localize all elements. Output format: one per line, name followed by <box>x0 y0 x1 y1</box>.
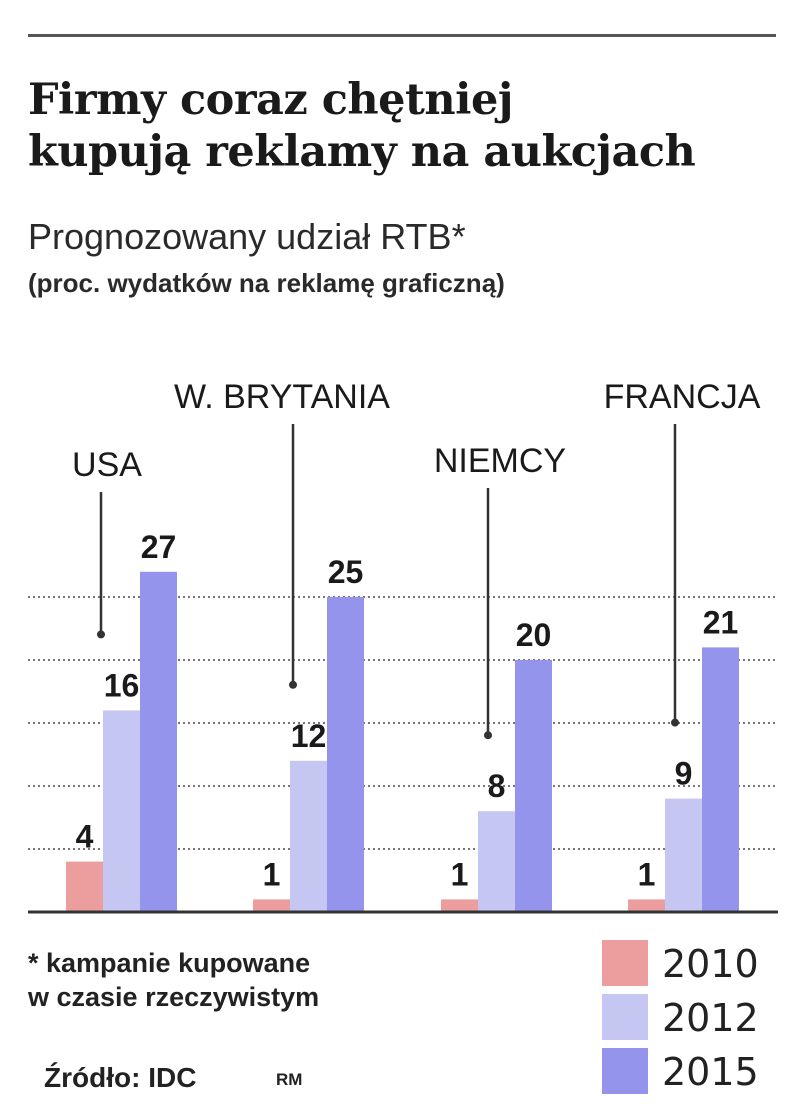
chart-subtitle-note: (proc. wydatków na reklamę graficzną) <box>28 268 505 298</box>
category-callout-dot <box>97 630 105 639</box>
legend-label: 2015 <box>662 1050 759 1094</box>
chart-title-line-2: kupują reklamy na aukcjach <box>28 127 696 177</box>
bar-value-label: 1 <box>638 856 656 892</box>
category-label: USA <box>72 446 142 484</box>
chart-subtitle: Prognozowany udział RTB* <box>28 216 466 257</box>
legend-label: 2012 <box>662 996 759 1040</box>
footnote-line-2: w czasie rzeczywistym <box>28 982 320 1012</box>
footnote-line-1: * kampanie kupowane <box>28 948 311 978</box>
bar-value-label: 1 <box>263 856 281 892</box>
bar <box>628 899 665 912</box>
author-credit: RM <box>276 1070 303 1089</box>
bar-value-label: 21 <box>703 604 739 640</box>
bar-value-label: 25 <box>328 554 364 590</box>
bar <box>253 899 290 912</box>
category-label: NIEMCY <box>434 442 566 480</box>
legend-item: 2015 <box>602 1046 792 1100</box>
bar <box>103 710 140 912</box>
legend-swatch <box>602 940 648 986</box>
top-rule <box>28 34 776 37</box>
bar-value-label: 27 <box>141 529 177 565</box>
category-label: FRANCJA <box>604 378 761 416</box>
legend-label: 2010 <box>662 942 759 986</box>
bar-value-label: 9 <box>675 756 693 792</box>
bar <box>441 899 478 912</box>
bar-value-label: 20 <box>516 617 552 653</box>
bar-value-label: 12 <box>291 718 327 754</box>
category-callout-dot <box>671 718 679 727</box>
bar-value-label: 4 <box>76 819 94 855</box>
category-callout-dot <box>289 680 297 689</box>
bar-value-label: 16 <box>104 667 140 703</box>
bar <box>327 597 364 912</box>
bar <box>66 861 103 912</box>
bar <box>515 660 552 912</box>
bar-value-label: 8 <box>488 768 506 804</box>
bar <box>665 798 702 912</box>
legend-item: 2010 <box>602 938 792 992</box>
bar <box>140 571 177 912</box>
bar <box>702 647 739 912</box>
bar <box>290 760 327 912</box>
chart-legend: 2010 2012 2015 <box>602 938 792 1100</box>
category-callout-dot <box>484 731 492 740</box>
source-label: Źródło: IDC <box>44 1062 197 1093</box>
bar <box>478 811 515 912</box>
chart-title-line-1: Firmy coraz chętniej <box>28 75 513 125</box>
legend-swatch <box>602 1048 648 1094</box>
bar-value-label: 1 <box>451 856 469 892</box>
category-label: W. BRYTANIA <box>174 378 390 416</box>
legend-item: 2012 <box>602 992 792 1046</box>
legend-swatch <box>602 994 648 1040</box>
